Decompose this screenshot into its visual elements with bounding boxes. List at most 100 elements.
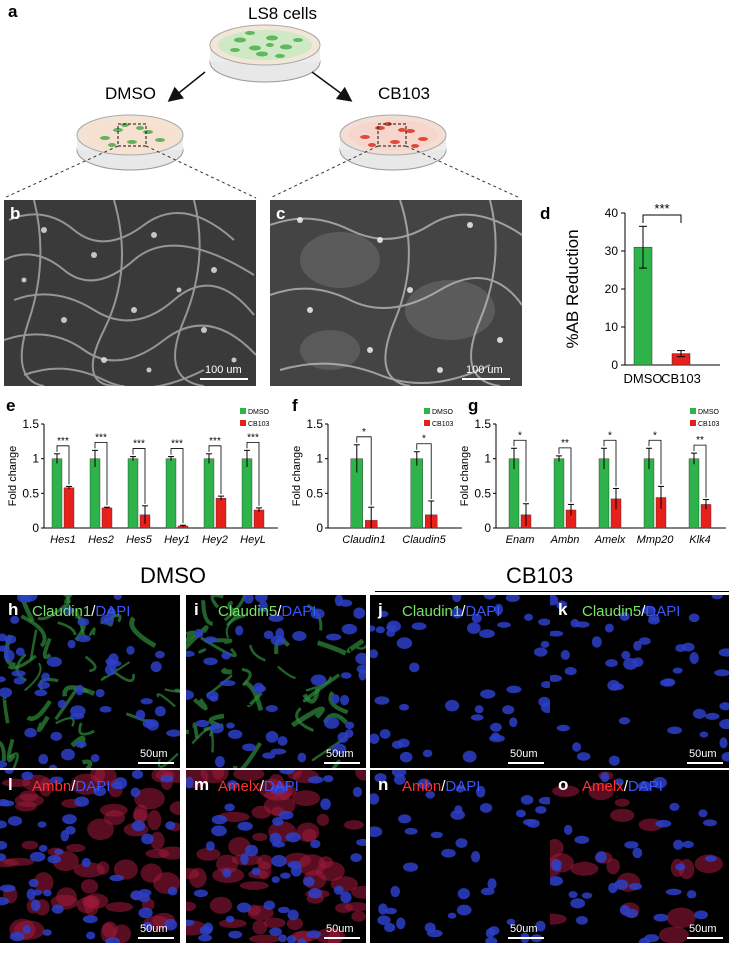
fluor-image-m bbox=[186, 770, 366, 943]
e-bar bbox=[127, 458, 139, 529]
nucleus bbox=[718, 648, 729, 657]
nucleus bbox=[154, 650, 165, 659]
nucleus bbox=[38, 844, 48, 852]
e-bar bbox=[215, 497, 227, 529]
f-legend-swatch bbox=[424, 408, 430, 414]
nucleus bbox=[488, 926, 500, 936]
g-xtick-label: Klk4 bbox=[689, 534, 710, 546]
nucleus bbox=[355, 652, 366, 665]
nucleus bbox=[7, 816, 23, 826]
stain-name: DAPI bbox=[95, 603, 131, 620]
fluor-texture-i bbox=[186, 595, 366, 768]
cytoplasm-stain bbox=[209, 896, 233, 914]
cytoplasm-stain bbox=[355, 770, 366, 781]
nucleus bbox=[672, 667, 683, 674]
nucleus bbox=[287, 909, 299, 921]
nucleus bbox=[621, 650, 631, 660]
nucleus bbox=[538, 618, 550, 626]
cytoplasm-stain bbox=[96, 861, 110, 875]
g-legend-label: CB103 bbox=[698, 421, 720, 428]
membrane-stain bbox=[316, 640, 347, 656]
nucleus bbox=[480, 887, 495, 896]
cytoplasm-stain bbox=[189, 867, 207, 888]
nucleus bbox=[113, 777, 128, 790]
panel-h-label: h bbox=[8, 600, 19, 619]
nucleus bbox=[451, 607, 464, 619]
membrane-stain bbox=[247, 691, 263, 708]
nucleus bbox=[411, 622, 427, 631]
ls8-cells-label: LS8 cells bbox=[248, 4, 317, 23]
nucleus bbox=[384, 922, 396, 933]
nucleus bbox=[0, 884, 16, 893]
nucleus bbox=[146, 719, 159, 731]
cytoplasm-stain bbox=[21, 840, 39, 850]
nucleus bbox=[638, 637, 651, 645]
g-sig-label: * bbox=[653, 430, 657, 441]
g-legend-swatch bbox=[690, 420, 696, 426]
nucleus bbox=[538, 796, 550, 805]
nucleus bbox=[292, 631, 307, 641]
membrane-stain bbox=[57, 621, 77, 636]
d-sig-bracket bbox=[642, 214, 682, 223]
nucleus bbox=[698, 809, 708, 818]
nucleus bbox=[225, 915, 235, 923]
membrane-stain bbox=[24, 662, 42, 692]
f-sig-bracket bbox=[356, 436, 372, 506]
stain-name: DAPI bbox=[645, 603, 681, 620]
phase-contrast-texture-c bbox=[270, 200, 522, 386]
membrane-stain bbox=[290, 706, 325, 728]
fluor-image-h bbox=[0, 595, 180, 768]
nucleus bbox=[237, 821, 253, 831]
nucleus bbox=[417, 778, 431, 790]
nucleus bbox=[93, 786, 107, 797]
nucleus bbox=[271, 876, 280, 883]
e-ytick-label: 1 bbox=[32, 452, 39, 466]
nucleus bbox=[487, 878, 497, 890]
cytoplasm-stain bbox=[550, 913, 567, 925]
nucleus bbox=[54, 848, 64, 855]
nucleus bbox=[653, 913, 669, 922]
g-sig-label: * bbox=[608, 430, 612, 441]
membrane-stain bbox=[193, 697, 208, 711]
nucleus bbox=[164, 918, 178, 931]
nucleus bbox=[285, 832, 301, 843]
cytoplasm-stain bbox=[552, 785, 580, 797]
f-legend-label: CB103 bbox=[432, 421, 454, 428]
scale-bar-i bbox=[324, 762, 360, 764]
scale-text-i: 50um bbox=[326, 748, 354, 760]
nucleus bbox=[140, 698, 153, 705]
cytoplasm-stain bbox=[169, 801, 180, 816]
cytoplasm-stain bbox=[550, 839, 564, 858]
nucleus bbox=[452, 595, 462, 603]
e-legend-label: CB103 bbox=[248, 421, 270, 428]
cytoplasm-stain bbox=[658, 926, 689, 943]
nucleus bbox=[550, 595, 559, 606]
scale-bar-m bbox=[324, 937, 360, 939]
nucleus bbox=[533, 647, 548, 657]
nucleus bbox=[22, 924, 31, 934]
cytoplasm-stain bbox=[239, 881, 269, 890]
f-ytick-label: 1.5 bbox=[306, 417, 323, 431]
nucleus bbox=[600, 772, 610, 783]
nucleus bbox=[551, 858, 562, 869]
nucleus bbox=[377, 915, 391, 926]
channel-label-k: Claudin5/DAPI bbox=[582, 603, 680, 620]
cytoplasm-stain bbox=[343, 820, 364, 830]
membrane-stain bbox=[29, 629, 38, 661]
membrane-stain bbox=[311, 735, 348, 762]
nucleus bbox=[131, 770, 144, 780]
e-ylabel: Fold change bbox=[7, 446, 19, 507]
nucleus bbox=[457, 888, 470, 900]
nucleus bbox=[391, 770, 407, 777]
nucleus bbox=[4, 634, 17, 645]
nucleus bbox=[591, 636, 602, 648]
nucleus bbox=[474, 705, 484, 714]
e-sig-bracket bbox=[208, 445, 222, 495]
e-bar bbox=[63, 487, 75, 529]
membrane-stain bbox=[210, 595, 224, 609]
nucleus bbox=[644, 934, 660, 943]
f-ytick-label: 0 bbox=[316, 521, 323, 535]
nucleus bbox=[686, 890, 697, 899]
channel-separator: / bbox=[641, 603, 646, 620]
